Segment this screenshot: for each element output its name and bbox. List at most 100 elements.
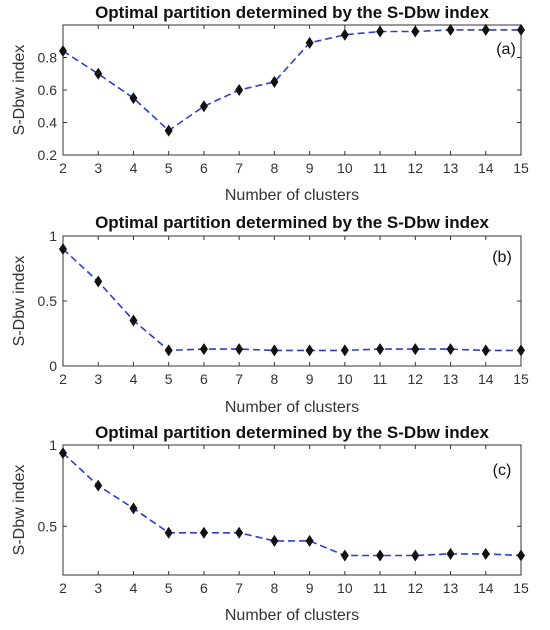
data-point-b-5 bbox=[235, 343, 244, 356]
chart-title-c: Optimal partition determined by the S-Db… bbox=[95, 423, 489, 442]
x-tick-label-b-2: 4 bbox=[130, 371, 138, 387]
data-point-b-10 bbox=[411, 343, 420, 356]
x-tick-label-c-0: 2 bbox=[59, 580, 67, 596]
x-tick-label-a-1: 3 bbox=[94, 160, 102, 176]
x-tick-label-b-4: 6 bbox=[200, 371, 208, 387]
x-axis-label-a: Number of clusters bbox=[225, 187, 359, 204]
data-point-a-10 bbox=[411, 25, 420, 38]
data-point-a-12 bbox=[481, 23, 490, 36]
data-point-a-13 bbox=[517, 23, 525, 36]
data-point-a-8 bbox=[340, 28, 349, 41]
x-tick-label-a-10: 12 bbox=[408, 160, 424, 176]
data-point-a-7 bbox=[305, 36, 314, 49]
data-point-b-4 bbox=[199, 343, 208, 356]
y-tick-label-a-3: 0.8 bbox=[38, 50, 58, 66]
x-tick-label-b-12: 14 bbox=[478, 371, 494, 387]
x-tick-label-a-13: 15 bbox=[513, 160, 529, 176]
data-point-b-8 bbox=[340, 344, 349, 357]
x-tick-label-c-8: 10 bbox=[337, 580, 353, 596]
y-ticks-c: 0.51 bbox=[38, 437, 521, 534]
y-tick-label-a-0: 0.2 bbox=[38, 147, 58, 163]
x-tick-label-a-3: 5 bbox=[165, 160, 173, 176]
data-point-a-0 bbox=[59, 45, 67, 57]
x-ticks-a: 2 3 4 5 6 7 8 9 10 11 12 13 14 15 bbox=[59, 25, 529, 176]
data-point-c-12 bbox=[481, 547, 490, 560]
data-point-c-4 bbox=[199, 526, 208, 539]
y-tick-label-c-1: 1 bbox=[49, 437, 57, 453]
data-point-b-13 bbox=[517, 344, 525, 357]
x-tick-label-c-9: 11 bbox=[373, 580, 388, 596]
y-tick-label-a-1: 0.4 bbox=[38, 115, 58, 131]
data-point-c-11 bbox=[446, 547, 455, 560]
data-point-c-2 bbox=[129, 502, 138, 515]
data-point-a-9 bbox=[376, 25, 385, 38]
chart-title-b: Optimal partition determined by the S-Db… bbox=[95, 213, 489, 232]
series-line-a bbox=[62, 29, 521, 132]
x-axis-label-c: Number of clusters bbox=[225, 607, 359, 624]
y-ticks-b: 00.51 bbox=[38, 228, 521, 374]
series-line-c bbox=[62, 452, 522, 557]
x-axis-label-b: Number of clusters bbox=[225, 399, 359, 416]
y-axis-label-c: S-Dbw index bbox=[11, 465, 28, 556]
x-tick-label-c-7: 9 bbox=[306, 580, 314, 596]
data-point-b-3 bbox=[164, 344, 173, 357]
data-point-b-7 bbox=[305, 344, 314, 357]
panel-label-c: (c) bbox=[493, 462, 512, 479]
x-tick-label-c-11: 13 bbox=[443, 580, 459, 596]
x-tick-label-c-4: 6 bbox=[200, 580, 208, 596]
x-tick-label-a-9: 11 bbox=[373, 160, 388, 176]
x-tick-label-a-5: 7 bbox=[235, 160, 243, 176]
y-tick-label-b-1: 0.5 bbox=[38, 293, 58, 309]
x-tick-label-c-1: 3 bbox=[94, 580, 102, 596]
data-point-c-9 bbox=[376, 549, 385, 562]
x-tick-label-b-8: 10 bbox=[337, 371, 353, 387]
x-tick-label-b-13: 15 bbox=[513, 371, 529, 387]
panel-label-a: (a) bbox=[496, 41, 516, 58]
data-point-b-9 bbox=[376, 343, 385, 356]
data-point-b-11 bbox=[446, 343, 455, 356]
x-ticks-c: 2 3 4 5 6 7 8 9 10 11 12 13 14 15 bbox=[59, 445, 529, 596]
chart-panel-c: Optimal partition determined by the S-Db… bbox=[11, 423, 529, 624]
data-point-b-2 bbox=[129, 314, 138, 327]
x-tick-label-a-2: 4 bbox=[130, 160, 138, 176]
x-tick-label-b-7: 9 bbox=[306, 371, 314, 387]
y-ticks-a: 0.2 0.4 0.6 0.8 bbox=[38, 50, 521, 163]
y-axis-label-b: S-Dbw index bbox=[11, 256, 28, 347]
plot-frame-a bbox=[62, 24, 522, 156]
data-point-c-8 bbox=[340, 549, 349, 562]
x-tick-label-a-4: 6 bbox=[200, 160, 208, 176]
data-point-b-0 bbox=[59, 243, 67, 255]
data-point-b-1 bbox=[94, 275, 103, 288]
x-tick-label-b-10: 12 bbox=[408, 371, 424, 387]
data-point-c-13 bbox=[517, 549, 525, 562]
x-tick-label-c-13: 15 bbox=[513, 580, 529, 596]
series-markers-c bbox=[59, 447, 525, 562]
data-point-a-1 bbox=[94, 67, 103, 80]
x-tick-label-c-10: 12 bbox=[408, 580, 424, 596]
x-tick-label-b-3: 5 bbox=[165, 371, 173, 387]
x-tick-label-b-1: 3 bbox=[94, 371, 102, 387]
chart-title-a: Optimal partition determined by the S-Db… bbox=[95, 3, 489, 22]
x-tick-label-a-12: 14 bbox=[478, 160, 494, 176]
x-tick-label-b-9: 11 bbox=[373, 371, 388, 387]
data-point-b-12 bbox=[481, 344, 490, 357]
series-line-b bbox=[62, 248, 521, 352]
x-tick-label-a-7: 9 bbox=[306, 160, 314, 176]
x-tick-label-b-11: 13 bbox=[443, 371, 459, 387]
plot-frame-c bbox=[62, 444, 522, 576]
x-tick-label-a-8: 10 bbox=[337, 160, 353, 176]
data-point-c-10 bbox=[411, 549, 420, 562]
x-tick-label-a-6: 8 bbox=[270, 160, 278, 176]
chart-panel-b: Optimal partition determined by the S-Db… bbox=[11, 213, 529, 416]
y-axis-label-a: S-Dbw index bbox=[11, 45, 28, 136]
chart-panel-a: Optimal partition determined by the S-Db… bbox=[11, 3, 529, 204]
panel-label-b: (b) bbox=[492, 249, 512, 266]
series-markers-b bbox=[59, 243, 525, 357]
data-point-a-5 bbox=[235, 84, 244, 96]
x-tick-label-a-0: 2 bbox=[59, 160, 67, 176]
x-tick-label-a-11: 13 bbox=[443, 160, 459, 176]
y-tick-label-a-2: 0.6 bbox=[38, 82, 58, 98]
data-point-a-6 bbox=[270, 75, 279, 88]
x-tick-label-c-12: 14 bbox=[478, 580, 494, 596]
